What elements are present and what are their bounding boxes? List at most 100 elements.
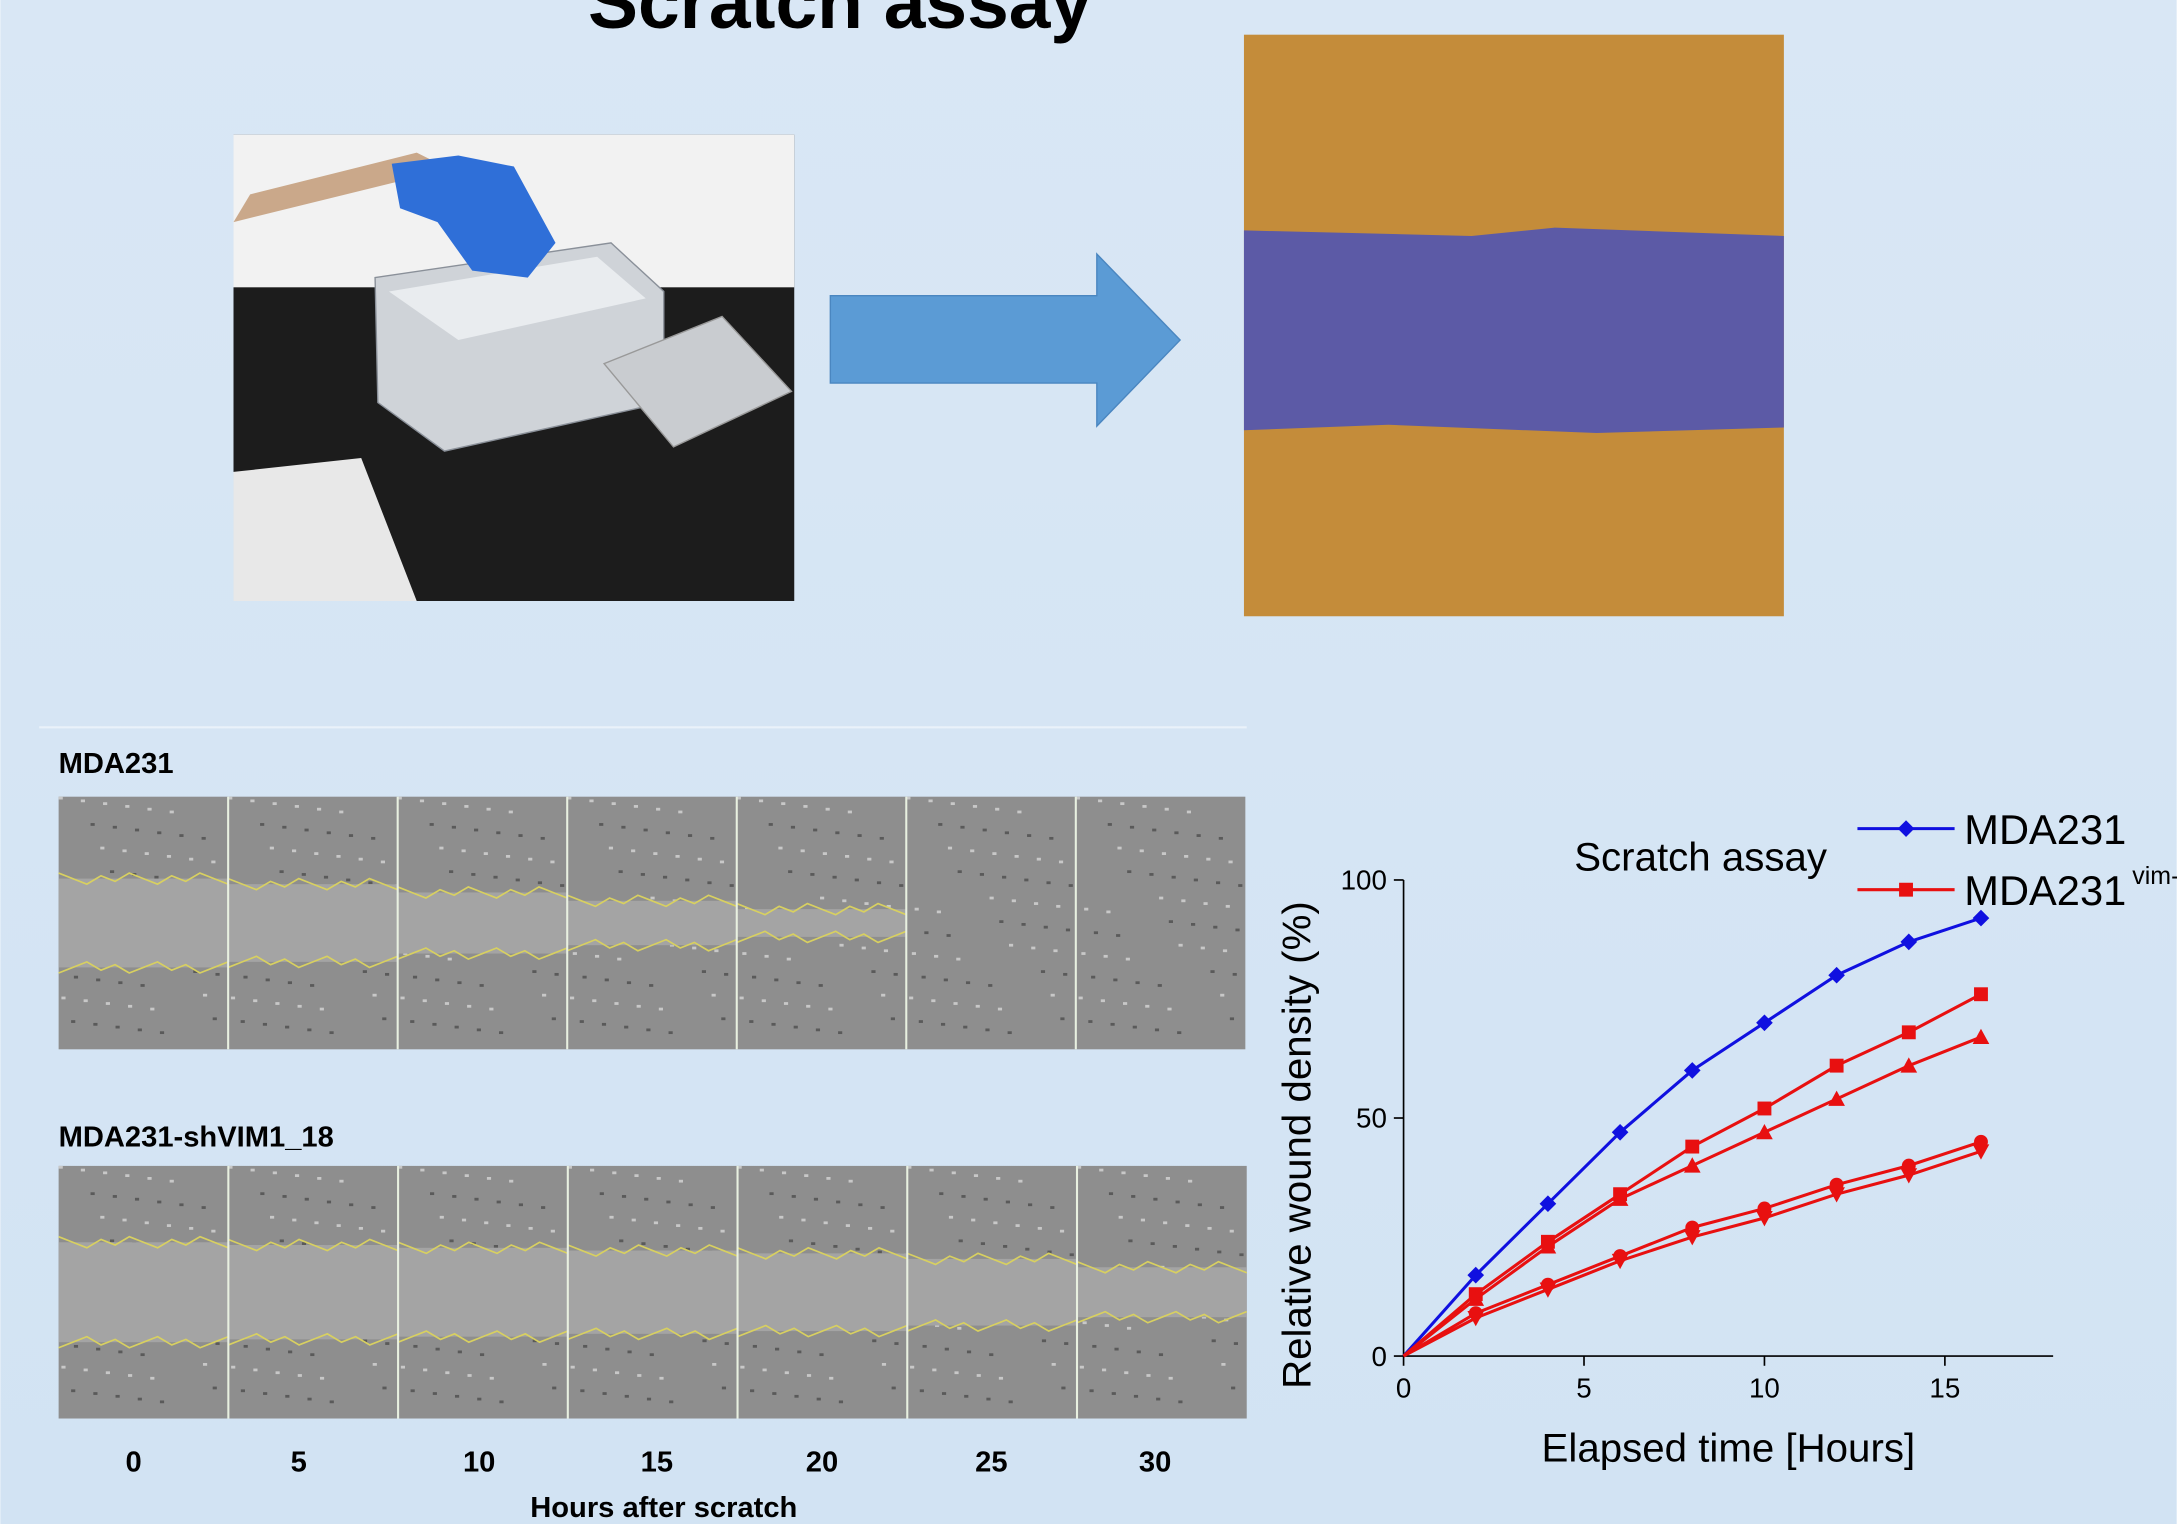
texture — [1015, 855, 1019, 858]
texture — [810, 873, 814, 876]
texture — [922, 976, 926, 979]
texture — [659, 1008, 663, 1011]
wound — [907, 1259, 1077, 1326]
texture — [541, 1206, 545, 1209]
texture — [1145, 1005, 1149, 1008]
texture — [678, 811, 682, 814]
texture — [724, 973, 728, 976]
texture — [141, 1353, 145, 1356]
texture — [96, 979, 100, 982]
texture — [462, 849, 466, 852]
texture — [339, 811, 343, 814]
texture — [1083, 1321, 1087, 1324]
texture — [625, 1395, 629, 1398]
texture — [891, 1017, 895, 1020]
texture — [1099, 1169, 1103, 1172]
texture — [292, 849, 296, 852]
texture — [298, 1005, 302, 1008]
texture — [411, 1389, 415, 1392]
texture — [1060, 1017, 1064, 1020]
texture — [632, 1219, 636, 1222]
texture — [1231, 1387, 1235, 1390]
texture — [880, 837, 884, 840]
texture — [622, 1195, 626, 1198]
texture — [1146, 1374, 1150, 1377]
texture — [1046, 881, 1050, 884]
texture — [1066, 929, 1070, 932]
texture — [1151, 1242, 1155, 1245]
texture — [243, 976, 247, 979]
texture — [116, 1395, 120, 1398]
texture — [455, 1026, 459, 1029]
texture — [253, 999, 257, 1002]
texture — [141, 984, 145, 987]
texture — [806, 1005, 810, 1008]
texture — [988, 984, 992, 987]
texture — [760, 1169, 764, 1172]
texture — [592, 999, 596, 1002]
texture — [202, 1206, 206, 1209]
wound — [228, 884, 398, 962]
texture — [641, 1242, 645, 1245]
texture — [1228, 861, 1232, 864]
texture — [666, 1201, 670, 1204]
texture — [1220, 994, 1224, 997]
texture — [1169, 920, 1173, 923]
texture — [1204, 902, 1208, 905]
texture — [824, 1221, 828, 1224]
texture — [819, 984, 823, 987]
texture — [960, 826, 964, 829]
texture — [285, 1026, 289, 1029]
chart-title: Scratch assay — [1574, 834, 1828, 879]
texture — [84, 1369, 88, 1372]
texture — [1017, 811, 1021, 814]
texture — [125, 805, 129, 808]
texture — [317, 1177, 321, 1180]
texture — [487, 808, 491, 811]
texture — [1217, 1251, 1221, 1254]
texture — [1128, 1239, 1132, 1242]
texture — [787, 958, 791, 961]
texture — [1177, 1031, 1181, 1034]
texture — [1112, 1392, 1116, 1395]
texture — [150, 1377, 154, 1380]
texture — [458, 1351, 462, 1354]
texture — [807, 1374, 811, 1377]
texture — [631, 849, 635, 852]
texture — [1024, 879, 1028, 882]
texture — [789, 1239, 793, 1242]
texture — [110, 870, 114, 873]
texture — [714, 949, 718, 952]
texture — [915, 908, 919, 911]
texture — [998, 1008, 1002, 1011]
texture — [1124, 1371, 1128, 1374]
texture — [796, 981, 800, 984]
texture — [781, 802, 785, 805]
texture — [135, 829, 139, 832]
texture — [349, 1203, 353, 1206]
texture — [973, 805, 977, 808]
texture — [497, 1201, 501, 1204]
texture — [413, 1345, 417, 1348]
texture — [1176, 1201, 1180, 1204]
texture — [288, 1351, 292, 1354]
texture — [1089, 1389, 1093, 1392]
page: {"title": "Scratch assay", "panels": [{"… — [0, 0, 2177, 1524]
texture — [653, 852, 657, 855]
texture — [974, 1174, 978, 1177]
texture — [710, 837, 714, 840]
texture — [487, 1177, 491, 1180]
texture — [942, 1392, 946, 1395]
texture — [150, 1008, 154, 1011]
texture — [244, 1345, 248, 1348]
texture — [1002, 876, 1006, 879]
texture — [1052, 1363, 1056, 1366]
texture — [81, 799, 85, 802]
wound — [568, 1251, 738, 1334]
texture — [477, 1028, 481, 1031]
marker — [1899, 883, 1913, 897]
texture — [920, 1389, 924, 1392]
texture — [542, 994, 546, 997]
texture — [939, 1192, 943, 1195]
texture — [742, 952, 746, 955]
